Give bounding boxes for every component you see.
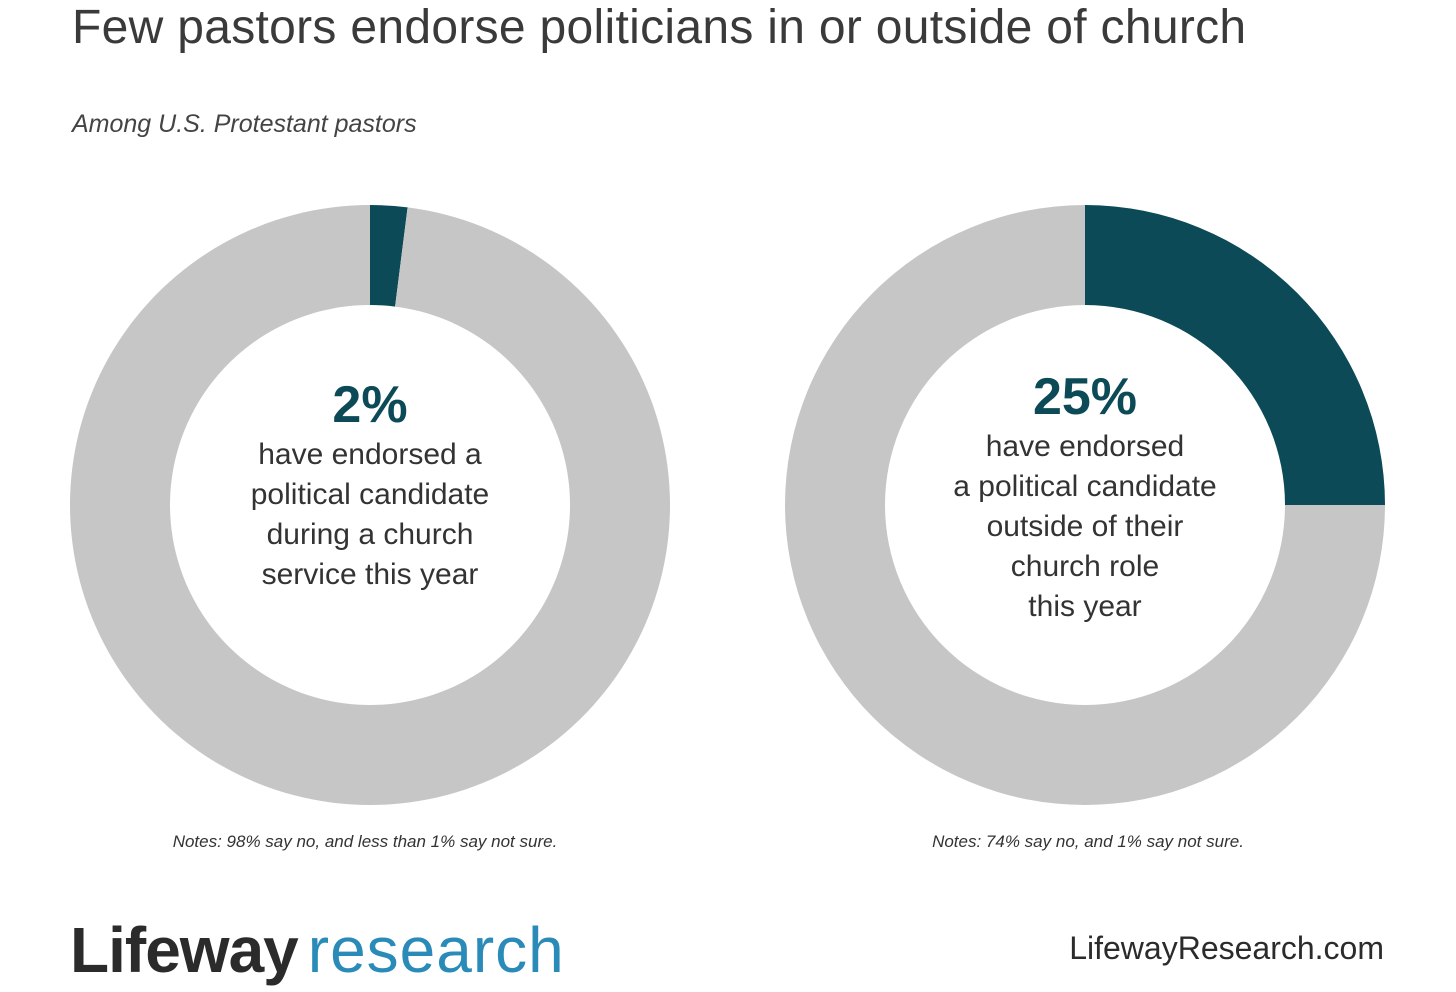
logo-lifeway-text: Lifeway — [70, 914, 299, 986]
chart-subtitle: Among U.S. Protestant pastors — [72, 110, 417, 138]
donut-slice-yes — [1085, 205, 1385, 505]
chart-note: Notes: 98% say no, and less than 1% say … — [172, 832, 558, 851]
lifeway-research-logo: Lifeway research — [70, 912, 565, 988]
donut-svg — [70, 205, 670, 805]
chart-note: Notes: 74% say no, and 1% say not sure. — [932, 832, 1244, 851]
center-text-line: during a church — [266, 518, 474, 551]
logo-research-text: research — [307, 914, 565, 986]
center-text-line: service this year — [261, 558, 479, 591]
donut-slice-remainder — [785, 205, 1385, 805]
donut-slice-yes — [370, 205, 408, 307]
percentage-value: 25% — [1032, 368, 1138, 426]
chart-title: Few pastors endorse politicians in or ou… — [72, 1, 1247, 54]
donut-center-label: 2% have endorsed a political candidate d… — [170, 375, 570, 595]
center-text-line: a political candidate — [953, 470, 1217, 503]
donut-center-label: 25% have endorsed a political candidate … — [885, 367, 1285, 627]
donut-slice-remainder — [70, 205, 670, 805]
website-link[interactable]: LifewayResearch.com — [1069, 930, 1384, 966]
donut-svg — [785, 205, 1385, 805]
percentage-value: 2% — [332, 376, 408, 434]
donut-chart-outside-church: 25% have endorsed a political candidate … — [785, 205, 1385, 805]
donut-chart-church-service: 2% have endorsed a political candidate d… — [70, 205, 670, 805]
center-text-line: have endorsed — [985, 430, 1185, 463]
center-text-line: political candidate — [250, 478, 490, 511]
center-text-line: outside of their — [986, 510, 1184, 543]
center-text-line: church role — [1010, 550, 1160, 583]
center-text-line: have endorsed a — [258, 438, 482, 471]
center-text-line: this year — [1028, 590, 1142, 623]
